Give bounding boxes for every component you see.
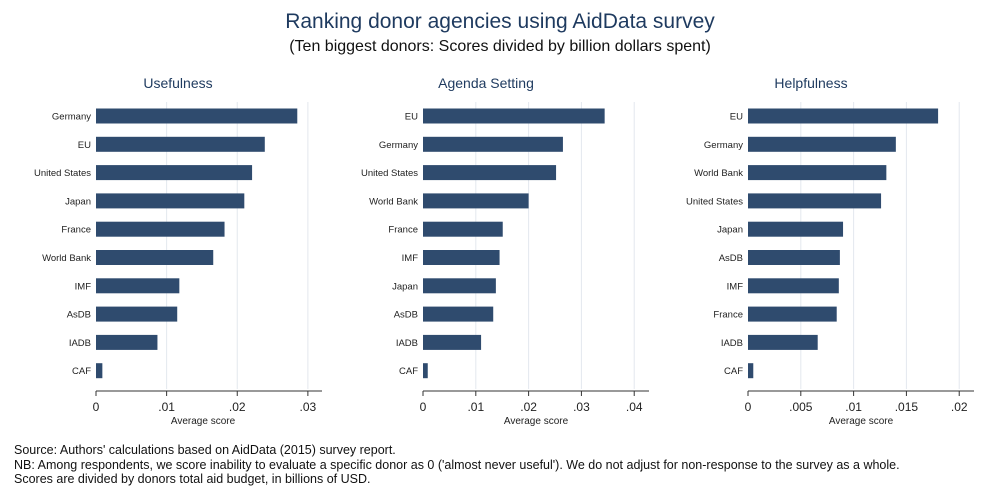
- bar: [96, 363, 103, 379]
- bar: [96, 306, 178, 322]
- category-label: France: [713, 310, 743, 321]
- category-label: AsDB: [719, 253, 743, 264]
- category-label: World Bank: [694, 168, 743, 179]
- bar: [96, 193, 245, 209]
- bar: [96, 250, 214, 265]
- bar: [748, 136, 896, 152]
- bar: [748, 306, 837, 322]
- x-tick-label: .01: [845, 400, 862, 414]
- figure-notes: Source: Authors' calculations based on A…: [14, 443, 1000, 487]
- category-label: United States: [686, 196, 743, 207]
- category-label: World Bank: [369, 196, 418, 207]
- bar: [748, 363, 754, 379]
- category-label: IMF: [727, 281, 744, 292]
- x-tick-label: .02: [951, 400, 968, 414]
- x-tick-label: 0: [745, 400, 752, 414]
- bar: [423, 306, 494, 322]
- bar: [748, 334, 818, 350]
- category-label: CAF: [724, 366, 743, 377]
- bar: [423, 221, 503, 237]
- category-label: Japan: [717, 225, 743, 236]
- figure-title: Ranking donor agencies using AidData sur…: [285, 10, 715, 33]
- x-tick-label: .005: [789, 400, 813, 414]
- category-label: Germany: [704, 140, 743, 151]
- category-label: IADB: [69, 338, 91, 349]
- bar: [423, 363, 428, 379]
- bar: [423, 165, 557, 181]
- bar: [748, 278, 839, 294]
- category-label: Germany: [379, 140, 418, 151]
- bar: [748, 108, 939, 124]
- category-label: Japan: [65, 196, 91, 207]
- category-label: CAF: [72, 366, 91, 377]
- x-tick-label: .04: [626, 400, 643, 414]
- chart-panel-1: Usefulness Germany EU United States Japan Fra…: [34, 75, 322, 427]
- bar: [96, 334, 158, 350]
- panel-title: Agenda Setting: [438, 75, 534, 91]
- category-label: IADB: [721, 338, 743, 349]
- category-label: IADB: [396, 338, 418, 349]
- chart-panel-2: Agenda Setting EU Germany United States Worl…: [361, 75, 649, 427]
- x-axis-label: Average score: [171, 416, 236, 427]
- category-label: France: [388, 225, 418, 236]
- category-label: France: [61, 225, 91, 236]
- bar: [96, 136, 265, 152]
- bar: [96, 278, 180, 294]
- x-axis-label: Average score: [504, 416, 569, 427]
- category-label: United States: [34, 168, 91, 179]
- chart-panel-3: Helpfulness EU Germany World Bank United Sta…: [686, 75, 974, 427]
- bar: [96, 108, 298, 124]
- x-tick-label: .01: [467, 400, 484, 414]
- category-label: AsDB: [394, 310, 418, 321]
- x-tick-label: .03: [573, 400, 590, 414]
- category-label: Japan: [392, 281, 418, 292]
- category-label: EU: [405, 112, 418, 123]
- bar: [423, 334, 482, 350]
- bar: [748, 221, 844, 237]
- bar: [423, 250, 500, 265]
- x-tick-label: .02: [520, 400, 537, 414]
- bar: [748, 193, 882, 209]
- bar: [423, 136, 563, 152]
- bar: [96, 221, 225, 237]
- x-tick-label: .01: [158, 400, 175, 414]
- category-label: CAF: [399, 366, 418, 377]
- category-label: EU: [78, 140, 91, 151]
- x-tick-label: .02: [229, 400, 246, 414]
- figure-subtitle: (Ten biggest donors: Scores divided by b…: [289, 38, 711, 55]
- category-label: EU: [730, 112, 743, 123]
- panel-title: Helpfulness: [774, 75, 847, 91]
- bar: [423, 193, 529, 209]
- source-note: Source: Authors' calculations based on A…: [14, 443, 396, 457]
- scaling-note: Scores are divided by donors total aid b…: [14, 472, 371, 487]
- bar: [96, 165, 253, 181]
- category-label: IMF: [402, 253, 419, 264]
- nb-note: NB: Among respondents, we score inabilit…: [14, 457, 900, 472]
- bar: [748, 250, 840, 265]
- x-tick-label: .03: [300, 400, 317, 414]
- category-label: United States: [361, 168, 418, 179]
- x-tick-label: 0: [93, 400, 100, 414]
- category-label: World Bank: [42, 253, 91, 264]
- category-label: IMF: [75, 281, 92, 292]
- bar: [423, 108, 605, 124]
- x-tick-label: 0: [420, 400, 427, 414]
- bar: [423, 278, 496, 294]
- x-tick-label: .015: [895, 400, 919, 414]
- bar: [748, 165, 887, 181]
- x-axis-label: Average score: [829, 416, 894, 427]
- category-label: AsDB: [67, 310, 91, 321]
- category-label: Germany: [52, 112, 91, 123]
- bar-chart-panels: Usefulness Germany EU United States Japan Fra…: [34, 75, 974, 427]
- panel-title: Usefulness: [143, 75, 212, 91]
